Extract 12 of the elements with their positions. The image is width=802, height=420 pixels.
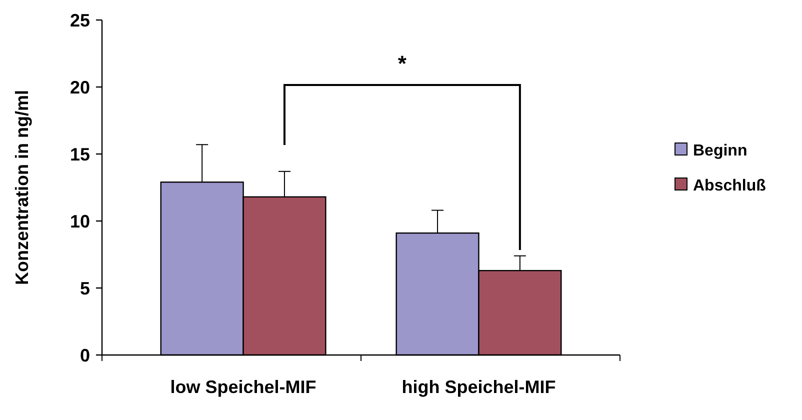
annotation: * <box>398 51 407 76</box>
y-tick-label: 20 <box>70 77 90 98</box>
legend-label: Abschluß <box>693 178 766 195</box>
y-tick-label: 25 <box>70 10 90 30</box>
x-tick-label: high Speichel-MIF <box>402 377 556 397</box>
y-tick-label: 15 <box>70 144 90 164</box>
y-tick-label: 5 <box>80 278 90 298</box>
y-tick-label: 0 <box>80 345 90 366</box>
y-axis-title: Konzentration in ng/ml <box>12 90 32 285</box>
y-tick-label: 10 <box>70 211 90 232</box>
x-tick-label: low Speichel-MIF <box>170 377 316 397</box>
legend-label: Beginn <box>693 142 748 160</box>
